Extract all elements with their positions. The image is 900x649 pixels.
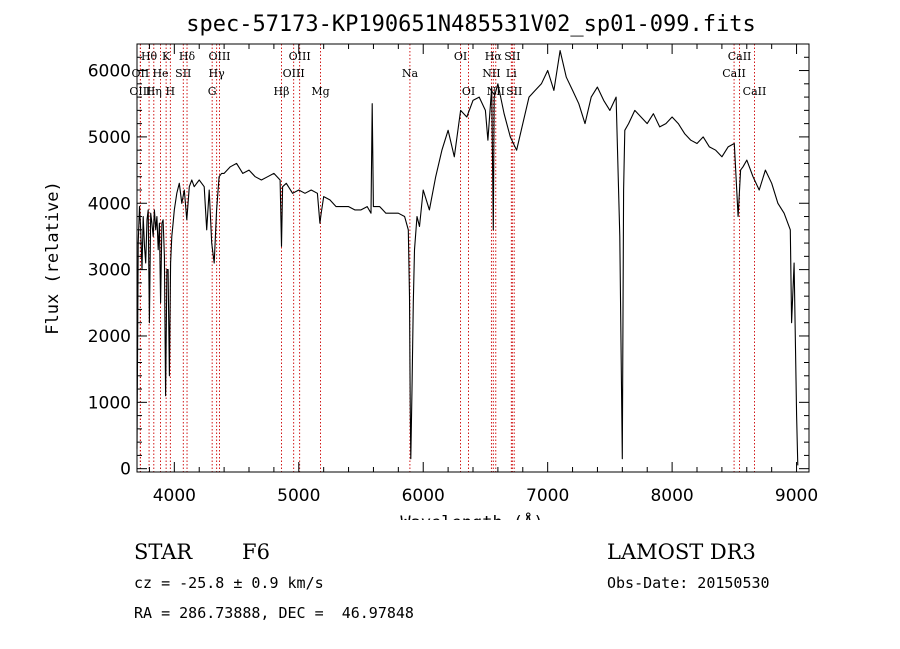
x-tick-label: 9000 xyxy=(775,486,818,506)
spectral-line-label: NII xyxy=(482,67,500,80)
survey-name: LAMOST DR3 xyxy=(607,540,756,564)
spectral-line-label: Hβ xyxy=(274,85,290,98)
object-subclass: F6 xyxy=(242,540,270,564)
spectral-line-markers xyxy=(139,44,755,472)
redshift-cz: cz = -25.8 ± 0.9 km/s xyxy=(134,574,324,592)
y-tick-label: 6000 xyxy=(88,62,131,82)
y-tick-label: 1000 xyxy=(88,393,131,413)
spectral-line-label: SII xyxy=(175,67,191,80)
spectral-line-label: Na xyxy=(402,67,419,80)
y-tick-label: 5000 xyxy=(88,128,131,148)
spectral-line-label: CaII xyxy=(722,67,746,80)
spectral-line-label: He xyxy=(152,67,168,80)
spectrum-chart: spec-57173-KP190651N485531V02_sp01-099.f… xyxy=(43,12,818,520)
observation-date: Obs-Date: 20150530 xyxy=(607,574,770,592)
spectral-line-label: G xyxy=(208,85,217,98)
y-tick-label: 0 xyxy=(120,460,131,480)
x-tick-label: 8000 xyxy=(650,486,693,506)
spectral-line-label: H xyxy=(166,85,176,98)
spectral-line-label: SII xyxy=(504,50,520,63)
object-class: STAR xyxy=(134,540,193,564)
spectral-line-label: CaII xyxy=(728,50,752,63)
x-tick-label: 4000 xyxy=(153,486,196,506)
spectral-line-label: CaII xyxy=(743,85,767,98)
spectral-line-label: Li xyxy=(506,67,517,80)
plot-frame xyxy=(136,43,810,473)
spectral-line-label: Hθ xyxy=(141,50,158,63)
spectrum-series-line xyxy=(136,50,799,466)
x-tick-label: 6000 xyxy=(402,486,445,506)
spectral-line-label: Hη xyxy=(146,85,162,98)
x-axis-ticks: 4000 5000 6000 7000 8000 9000 xyxy=(148,44,818,506)
spectral-line-label: Hδ xyxy=(179,50,196,63)
spectral-line-label: OIII xyxy=(289,50,311,63)
spectral-line-label: Hα xyxy=(485,50,503,63)
spectral-line-label: OIII xyxy=(208,50,230,63)
spectral-line-label: OI xyxy=(454,50,467,63)
x-tick-label: 5000 xyxy=(277,486,320,506)
spectral-line-label: OI xyxy=(462,85,475,98)
spectral-line-label: OII xyxy=(132,67,150,80)
y-tick-label: 4000 xyxy=(88,194,131,214)
coordinates: RA = 286.73888, DEC = 46.97848 xyxy=(134,604,414,622)
spectral-line-label: Mg xyxy=(311,85,329,98)
spectral-line-label: Hγ xyxy=(209,67,226,80)
chart-title: spec-57173-KP190651N485531V02_sp01-099.f… xyxy=(186,12,756,37)
spectral-line-label: OIII xyxy=(129,85,151,98)
x-tick-label: 7000 xyxy=(526,486,569,506)
y-axis-ticks: 0 1000 2000 3000 4000 5000 6000 xyxy=(88,56,809,480)
x-axis-label: Wavelength (Å) xyxy=(400,511,543,520)
y-tick-label: 3000 xyxy=(88,261,131,281)
y-tick-label: 2000 xyxy=(88,327,131,347)
spectral-line-label: OIII xyxy=(283,67,305,80)
spectral-line-label: SII xyxy=(506,85,522,98)
spectral-line-label: K xyxy=(162,50,171,63)
y-axis-label: Flux (relative) xyxy=(43,181,63,335)
